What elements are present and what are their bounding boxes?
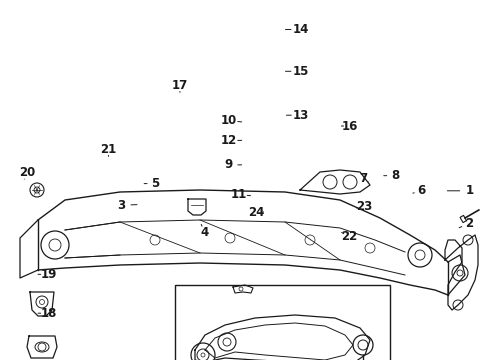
Text: 4: 4 [200,226,208,239]
Text: 22: 22 [341,230,357,243]
Text: 11: 11 [230,188,246,201]
Text: 20: 20 [19,166,35,179]
Text: 5: 5 [151,177,159,190]
Text: 12: 12 [220,134,237,147]
Text: 8: 8 [390,169,398,182]
Text: 16: 16 [341,120,358,132]
Text: 24: 24 [247,206,264,219]
Text: 19: 19 [41,268,57,281]
Text: 9: 9 [224,158,232,171]
Text: 15: 15 [292,65,308,78]
Text: 17: 17 [171,79,188,92]
Text: 23: 23 [355,201,372,213]
Text: 3: 3 [117,199,125,212]
Text: 2: 2 [465,217,472,230]
Text: 7: 7 [358,172,366,185]
Text: 6: 6 [417,184,425,197]
Bar [175,285,389,360]
Text: 10: 10 [220,114,237,127]
Text: 13: 13 [292,109,308,122]
Text: 14: 14 [292,23,308,36]
Text: 18: 18 [41,307,57,320]
Text: 21: 21 [100,143,117,156]
Text: 1: 1 [465,184,472,197]
